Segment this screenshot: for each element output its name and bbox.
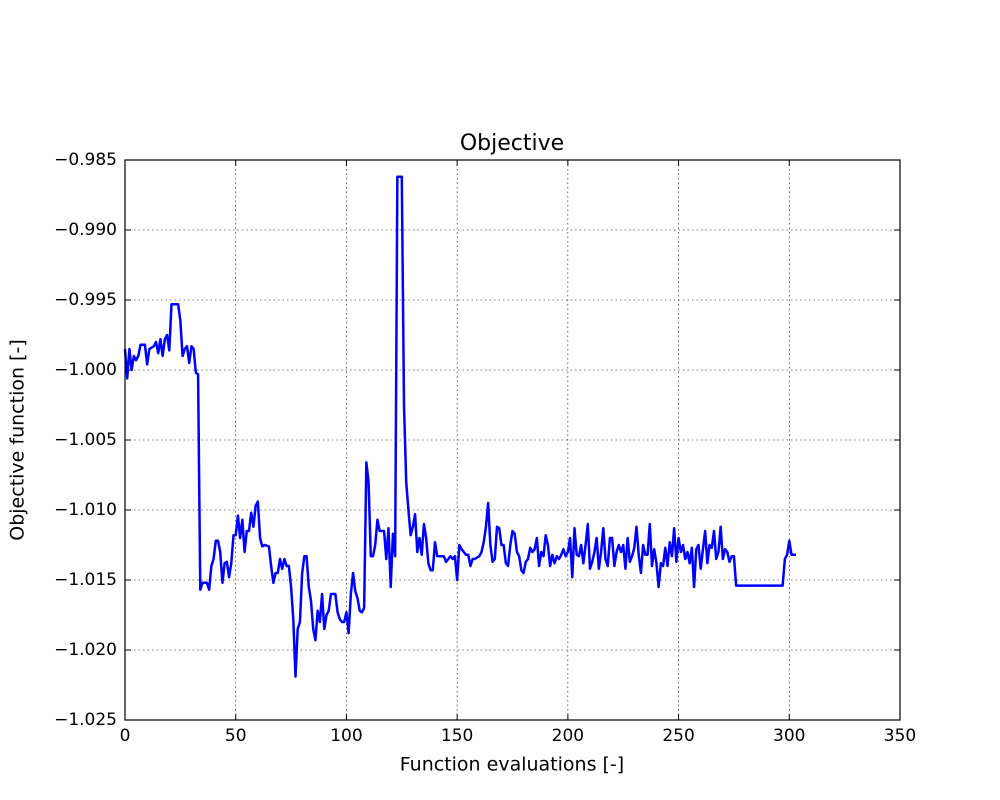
y-tick-label: −1.010 <box>54 500 117 520</box>
x-tick-label: 200 <box>552 726 584 746</box>
x-tick-label: 250 <box>662 726 694 746</box>
y-tick-label: −0.990 <box>54 220 117 240</box>
chart-title: Objective <box>460 131 564 156</box>
y-tick-label: −1.025 <box>54 710 117 730</box>
x-tick-label: 150 <box>441 726 473 746</box>
x-axis-label: Function evaluations [-] <box>400 754 624 776</box>
y-tick-label: −0.985 <box>54 150 117 170</box>
y-tick-label: −1.015 <box>54 570 117 590</box>
x-tick-label: 50 <box>225 726 247 746</box>
y-tick-label: −0.995 <box>54 290 117 310</box>
data-line <box>123 175 796 678</box>
x-tick-label: 350 <box>884 726 916 746</box>
x-tick-label: 100 <box>330 726 362 746</box>
plot-frame <box>124 159 901 721</box>
x-tick-label: 0 <box>120 726 131 746</box>
y-tick-label: −1.020 <box>54 640 117 660</box>
y-tick-label: −1.005 <box>54 430 117 450</box>
y-tick-label: −1.000 <box>54 360 117 380</box>
x-tick-label: 300 <box>773 726 805 746</box>
y-axis-label: Objective function [-] <box>7 339 29 540</box>
